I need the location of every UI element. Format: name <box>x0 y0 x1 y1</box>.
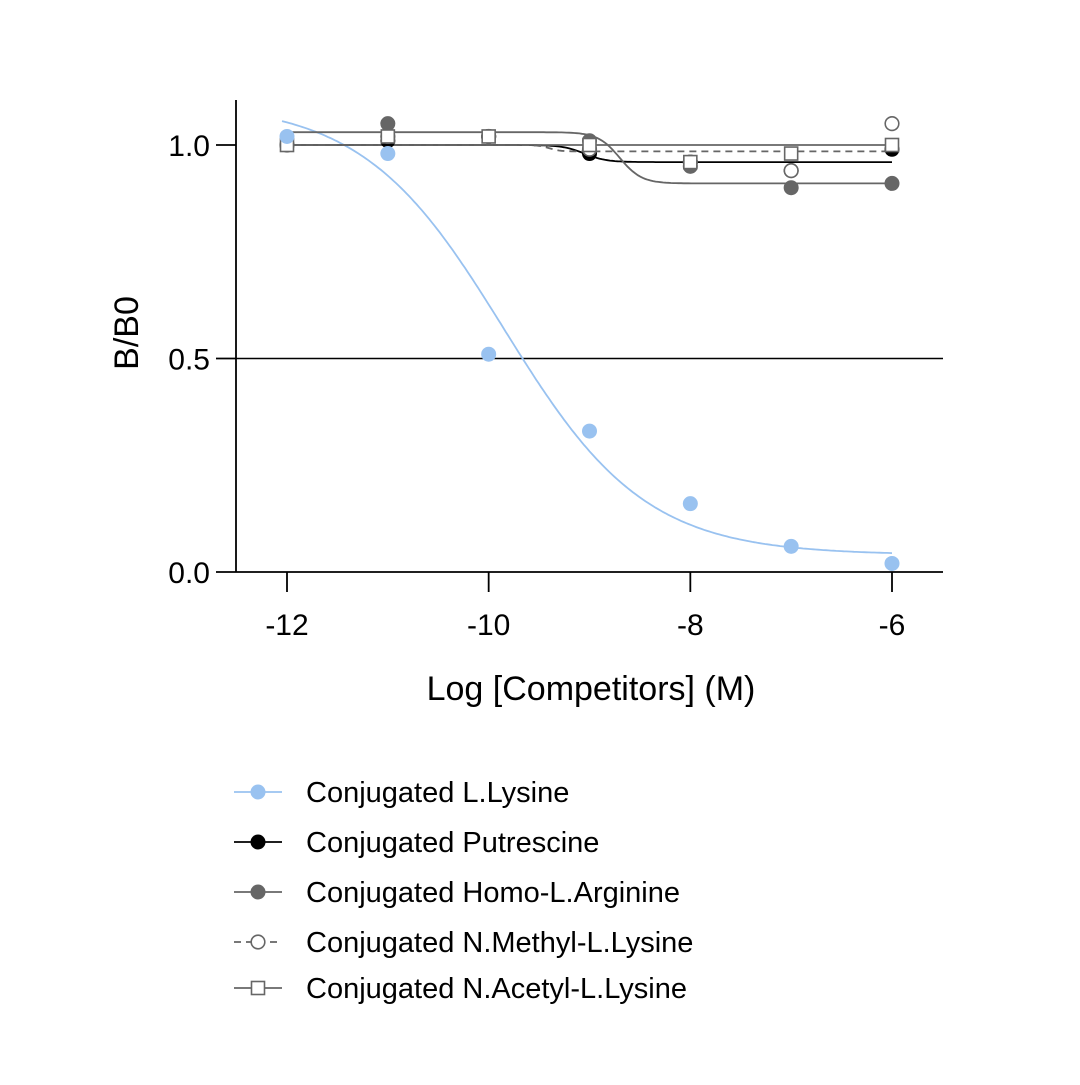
y-tick-label: 1.0 <box>168 130 210 163</box>
data-point-layer <box>279 116 900 571</box>
fit-curve-layer <box>281 120 893 554</box>
data-point-conjugated-n-methyl-l-lysine <box>884 116 900 132</box>
data-point-conjugated-l-lysine <box>884 555 900 571</box>
x-tick-label: -12 <box>265 609 308 642</box>
fit-curve-conjugated-l-lysine <box>281 120 893 554</box>
data-point-conjugated-n-acetyl-l-lysine <box>582 137 597 153</box>
data-point-conjugated-l-lysine <box>481 346 497 362</box>
x-tick-label: -10 <box>467 609 510 642</box>
data-point-conjugated-n-acetyl-l-lysine <box>380 129 396 144</box>
y-axis-label: B/B0 <box>108 296 146 370</box>
legend-label: Conjugated Putrescine <box>306 827 599 859</box>
data-point-conjugated-homo-l-arginine <box>380 116 396 132</box>
data-point-conjugated-l-lysine <box>279 128 295 144</box>
data-point-conjugated-homo-l-arginine <box>783 180 799 196</box>
x-axis-label: Log [Competitors] (M) <box>427 670 756 708</box>
data-point-conjugated-l-lysine <box>380 146 396 162</box>
legend-label: Conjugated L.Lysine <box>306 777 569 809</box>
y-tick-label: 0.0 <box>168 557 210 590</box>
legend-item-conjugated-putrescine: Conjugated Putrescine <box>234 827 599 859</box>
legend: Conjugated L.Lysine Conjugated Putrescine… <box>234 777 693 1005</box>
data-point-conjugated-l-lysine <box>582 423 597 439</box>
legend-marker <box>250 784 266 800</box>
legend-marker <box>250 980 266 996</box>
legend-item-conjugated-n-acetyl-l-lysine: Conjugated N.Acetyl-L.Lysine <box>234 973 687 1005</box>
data-point-conjugated-n-acetyl-l-lysine <box>884 137 900 153</box>
legend-marker <box>250 834 266 850</box>
data-point-conjugated-n-acetyl-l-lysine <box>783 146 799 161</box>
data-point-conjugated-n-methyl-l-lysine <box>783 163 799 179</box>
legend-label: Conjugated Homo-L.Arginine <box>306 877 680 909</box>
legend-label: Conjugated N.Methyl-L.Lysine <box>306 927 693 959</box>
x-tick-label: -6 <box>879 609 906 642</box>
legend-marker <box>250 934 266 950</box>
data-point-conjugated-l-lysine <box>682 496 698 512</box>
legend-item-conjugated-l-lysine: Conjugated L.Lysine <box>234 777 569 809</box>
data-point-conjugated-l-lysine <box>783 538 799 554</box>
x-tick-label: -8 <box>677 609 704 642</box>
data-point-conjugated-homo-l-arginine <box>884 175 900 191</box>
legend-marker <box>250 884 266 900</box>
axes: -12 -10 -8 -6 0.0 0.5 1.0 <box>168 100 943 642</box>
data-point-conjugated-n-acetyl-l-lysine <box>481 129 496 144</box>
data-point-conjugated-n-acetyl-l-lysine <box>683 154 698 170</box>
legend-item-conjugated-n-methyl-l-lysine: Conjugated N.Methyl-L.Lysine <box>234 927 693 959</box>
legend-item-conjugated-homo-l-arginine: Conjugated Homo-L.Arginine <box>234 877 680 909</box>
legend-label: Conjugated N.Acetyl-L.Lysine <box>306 973 687 1005</box>
y-tick-label: 0.5 <box>168 344 210 377</box>
